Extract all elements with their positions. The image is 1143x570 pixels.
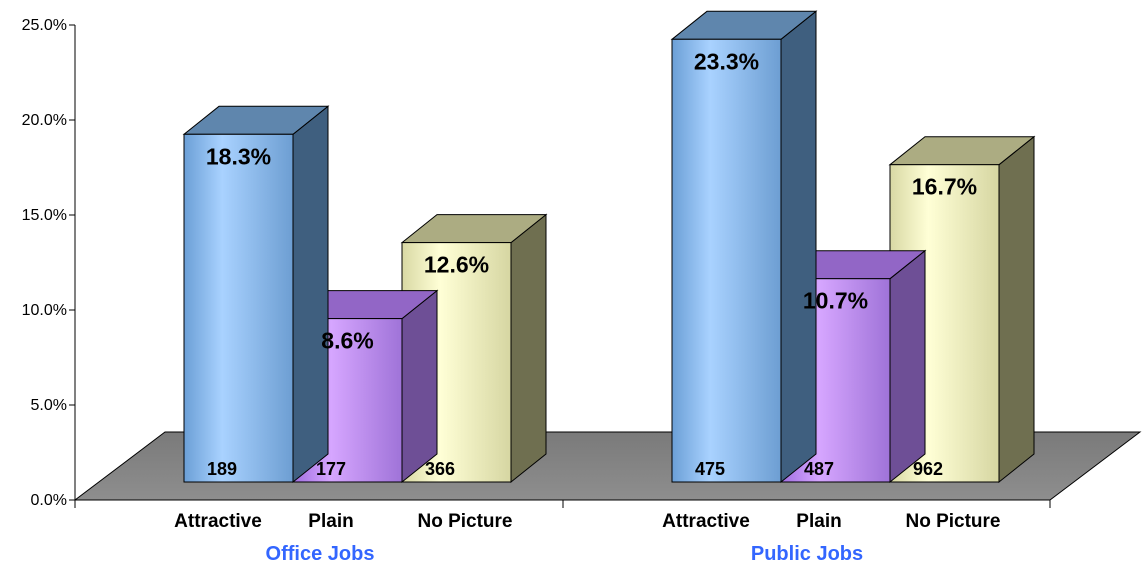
y-tick-group: 0.0% 5.0% 10.0% 15.0% 20.0% 25.0% (22, 17, 75, 509)
bar-value-label: 12.6% (424, 252, 489, 278)
x-category-label: No Picture (417, 511, 512, 532)
x-category-label: Plain (308, 511, 353, 532)
y-tick-label: 10.0% (22, 302, 67, 319)
bar-count-label: 366 (425, 459, 455, 479)
x-group-label: Public Jobs (751, 543, 863, 565)
x-category-label: Plain (796, 511, 841, 532)
bar-attractive (670, 10, 818, 484)
y-tick-label: 15.0% (22, 207, 67, 224)
y-tick-label: 5.0% (31, 397, 67, 414)
bar-value-label: 16.7% (912, 174, 977, 200)
bar-count-label: 475 (695, 459, 725, 479)
bars-layer (182, 10, 1036, 484)
bar-value-label: 10.7% (803, 288, 868, 314)
bar-front-face (183, 133, 294, 483)
bar-value-label: 23.3% (694, 48, 759, 74)
bar-side-face (998, 135, 1035, 484)
bar-count-label: 487 (804, 459, 834, 479)
x-axis (74, 499, 1051, 508)
bar-no-picture (400, 213, 548, 484)
x-category-label: Attractive (662, 511, 750, 532)
bar-value-label: 18.3% (206, 143, 271, 169)
bar-attractive (182, 105, 330, 484)
bar-value-label: 8.6% (321, 328, 373, 354)
bar-front-face (671, 38, 782, 483)
bar-count-label: 177 (316, 459, 346, 479)
y-tick-label: 20.0% (22, 112, 67, 129)
x-category-label: Attractive (174, 511, 262, 532)
bar-side-face (889, 249, 926, 484)
x-category-label: No Picture (905, 511, 1000, 532)
y-tick-label: 0.0% (31, 492, 67, 509)
bar-side-face (401, 289, 438, 484)
bar-side-face (780, 10, 817, 484)
y-axis: 0.0% 5.0% 10.0% 15.0% 20.0% 25.0% (22, 17, 76, 509)
bar-no-picture (888, 135, 1036, 484)
bar-side-face (292, 105, 329, 484)
bar-count-label: 189 (207, 459, 237, 479)
y-tick-label: 25.0% (22, 17, 67, 34)
bar-count-label: 962 (913, 459, 943, 479)
labels-layer: 18.3% 189 8.6% 177 12.6% 366 Attractive Plain No… (174, 48, 1000, 565)
bar-side-face (510, 213, 547, 484)
x-group-label: Office Jobs (266, 543, 375, 565)
